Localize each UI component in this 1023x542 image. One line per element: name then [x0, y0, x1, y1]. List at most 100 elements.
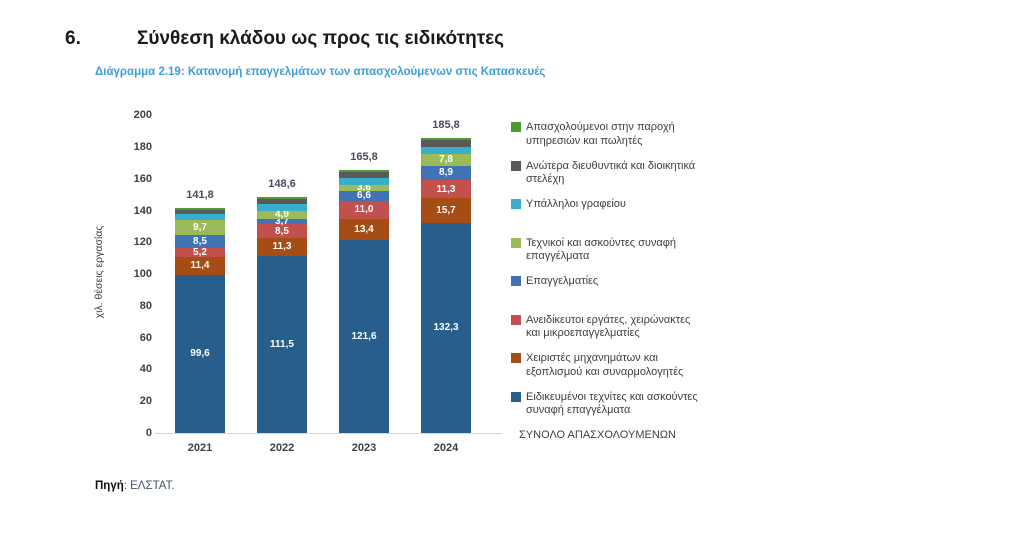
- bar-segment: [257, 198, 307, 205]
- y-tick-180: 180: [133, 141, 152, 154]
- bar-segment: [339, 178, 389, 185]
- bar-segment: 6,6: [339, 190, 389, 202]
- source-value: : ΕΛΣΤΑΤ.: [123, 480, 175, 492]
- x-axis-label-2023: 2023: [351, 442, 377, 454]
- legend-color-chip: [511, 199, 521, 209]
- segment-value-label: 15,7: [436, 204, 456, 216]
- legend-label: Ειδικευμένοι τεχνίτες και ασκούντες συνα…: [526, 390, 698, 417]
- legend-label: Χειριστές μηχανημάτων και εξοπλισμού και…: [526, 352, 684, 378]
- y-tick-140: 140: [133, 204, 152, 217]
- bar-segment: 3,7: [257, 216, 307, 228]
- bar-segment: [339, 171, 389, 179]
- y-tick-120: 120: [133, 236, 152, 249]
- segment-value-label: 111,5: [270, 338, 294, 350]
- total-label: 141,8: [186, 188, 214, 201]
- bar-segment: 8,5: [257, 224, 307, 238]
- legend-item: Ανώτερα διευθυντικά και διοικητικά στελέ…: [511, 160, 695, 187]
- legend-color-chip: [511, 160, 521, 171]
- bar-segment: [257, 204, 307, 211]
- y-tick-160: 160: [133, 172, 152, 185]
- segment-value-label: 132,3: [433, 322, 459, 334]
- bar-segment: 7,8: [421, 153, 471, 166]
- segment-value-label: 8,9: [439, 167, 453, 179]
- bar-segment: 11,0: [339, 201, 389, 219]
- bar-segment: [175, 209, 225, 214]
- chart-title: Διάγραμμα 2.19: Κατανομή επαγγελμάτων τω…: [95, 66, 546, 78]
- segment-value-label: 3,6: [357, 182, 371, 194]
- segment-value-label: 11,4: [190, 260, 210, 272]
- bar-segment: [175, 213, 225, 220]
- bar-segment: 15,7: [421, 197, 471, 223]
- y-tick-100: 100: [133, 268, 152, 281]
- bar-segment: [339, 169, 389, 172]
- bar-segment: [421, 146, 471, 154]
- segment-value-label: 3,7: [275, 216, 289, 228]
- legend-label: Ανειδίκευτοι εργάτες, χειρώνακτες και μι…: [526, 313, 691, 340]
- segment-value-label: 11,3: [272, 241, 292, 253]
- bar-segment: [257, 197, 307, 199]
- segment-value-label: 8,5: [275, 225, 289, 237]
- bar-segment: 9,7: [175, 219, 225, 235]
- x-axis-label-2021: 2021: [187, 442, 213, 454]
- bar-segment: 4,9: [257, 209, 307, 220]
- segment-value-label: 11,0: [354, 204, 374, 216]
- segment-value-label: 7,8: [439, 154, 453, 166]
- legend-color-chip: [511, 391, 521, 402]
- source-label: Πηγή: [95, 480, 124, 492]
- bar-segment: [175, 207, 225, 210]
- bar-segment: 121,6: [339, 239, 389, 433]
- bar-segment: 99,6: [175, 274, 225, 433]
- section-number: 6.: [65, 28, 81, 49]
- bar-segment: 11,3: [421, 180, 471, 198]
- segment-value-label: 8,5: [193, 236, 207, 248]
- x-axis-label-2024: 2024: [433, 442, 459, 454]
- segment-value-label: 11,3: [436, 183, 456, 195]
- legend-color-chip: [511, 314, 521, 325]
- bar-segment: 11,4: [175, 256, 225, 275]
- legend-item: Τεχνικοί και ασκούντες συναφή επαγγέλματ…: [511, 237, 676, 264]
- bar-segment: 8,9: [421, 165, 471, 181]
- segment-value-label: 13,4: [354, 223, 374, 235]
- legend-item: Ειδικευμένοι τεχνίτες και ασκούντες συνα…: [511, 391, 698, 418]
- legend-label: Απασχολούμενοι στην παροχή υπηρεσιών και…: [526, 121, 675, 147]
- legend-color-chip: [511, 237, 521, 248]
- x-axis-label-2022: 2022: [269, 442, 295, 454]
- segment-value-label: 121,6: [351, 330, 377, 342]
- y-axis-title: χιλ. θέσεις εργασίας: [93, 225, 105, 319]
- legend-label: ΣΥΝΟΛΟ ΑΠΑΣΧΟΛΟΥΜΕΝΩΝ: [519, 429, 676, 441]
- bar-segment: 3,6: [339, 182, 389, 194]
- segment-value-label: 9,7: [193, 221, 207, 233]
- legend-label: Τεχνικοί και ασκούντες συναφή επαγγέλματ…: [526, 236, 677, 263]
- total-label: 165,8: [350, 150, 378, 163]
- y-tick-40: 40: [139, 363, 152, 376]
- x-axis-line: [155, 433, 502, 434]
- section-title: Σύνθεση κλάδου ως προς τις ειδικότητες: [137, 28, 505, 49]
- legend-label: Ανώτερα διευθυντικά και διοικητικά στελέ…: [526, 159, 696, 186]
- legend-label: Επαγγελματίες: [526, 275, 599, 287]
- total-label: 148,6: [268, 178, 296, 191]
- legend-item: Ανειδίκευτοι εργάτες, χειρώνακτες και μι…: [511, 314, 690, 341]
- bar-segment: 132,3: [421, 222, 471, 433]
- y-tick-0: 0: [145, 427, 152, 439]
- y-tick-20: 20: [139, 395, 152, 408]
- legend-total-item: ΣΥΝΟΛΟ ΑΠΑΣΧΟΛΟΥΜΕΝΩΝ: [511, 429, 676, 443]
- legend-color-chip: [511, 122, 521, 132]
- y-tick-200: 200: [133, 109, 152, 122]
- y-tick-80: 80: [139, 299, 152, 312]
- segment-value-label: 99,6: [190, 348, 210, 360]
- legend-color-chip: [511, 353, 521, 363]
- bar-segment: 11,3: [257, 237, 307, 256]
- legend-item: Επαγγελματίες: [511, 275, 598, 289]
- total-label: 185,8: [432, 118, 460, 131]
- legend-color-chip: [511, 276, 521, 286]
- segment-value-label: 6,6: [357, 190, 371, 202]
- y-tick-60: 60: [139, 331, 152, 344]
- source-note: Πηγή: ΕΛΣΤΑΤ.: [95, 480, 175, 492]
- legend-label: Υπάλληλοι γραφείου: [526, 198, 626, 210]
- bar-segment: 111,5: [257, 255, 307, 433]
- bar-segment: [421, 137, 471, 141]
- bar-segment: 13,4: [339, 218, 389, 240]
- bar-segment: [421, 140, 471, 147]
- legend-item: Απασχολούμενοι στην παροχή υπηρεσιών και…: [511, 121, 675, 148]
- bar-segment: 8,5: [175, 234, 225, 249]
